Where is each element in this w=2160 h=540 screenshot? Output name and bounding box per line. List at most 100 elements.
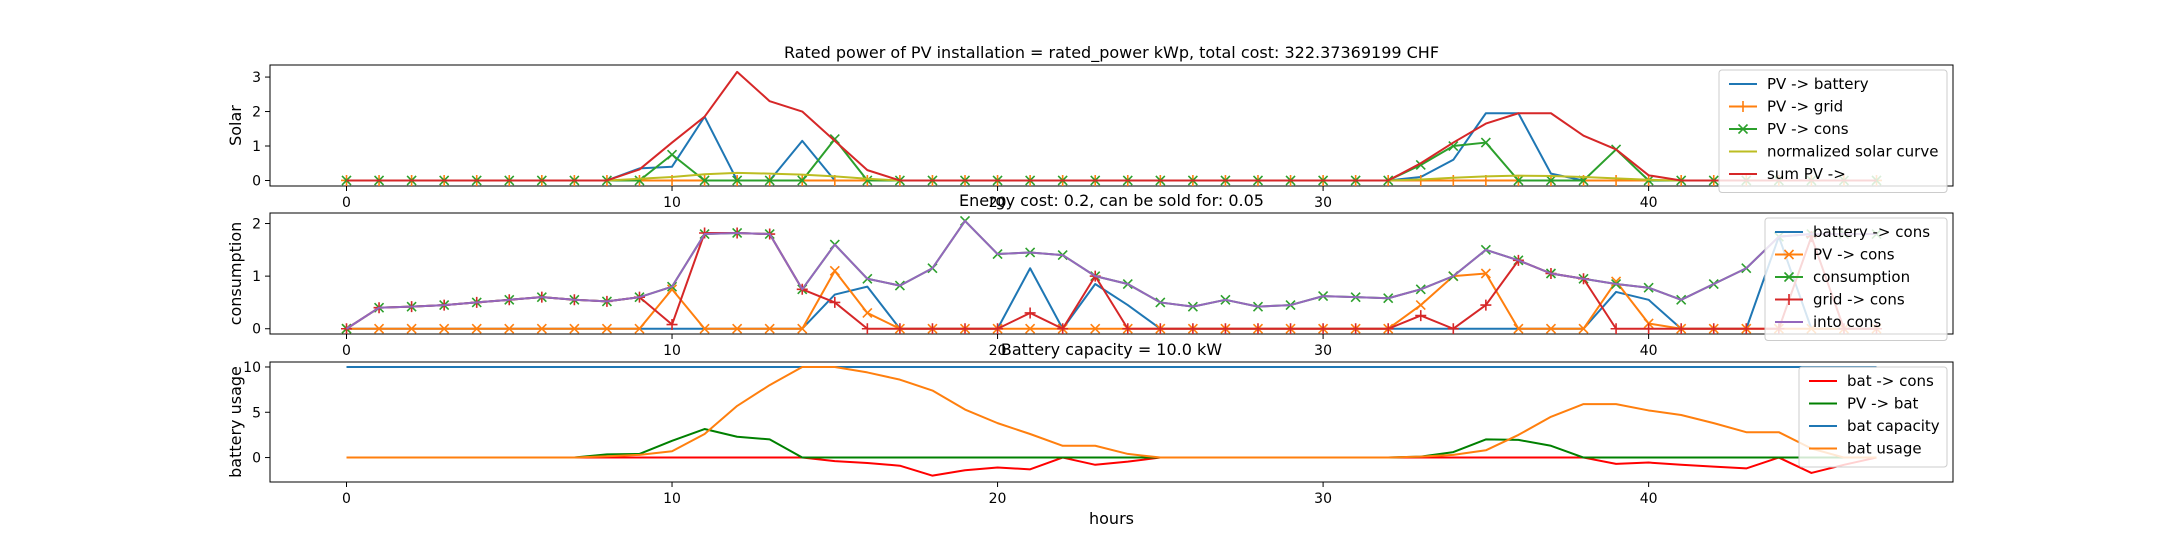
series-line-3	[345, 219, 1877, 330]
data-point-marker	[1675, 323, 1687, 334]
legend-label: grid -> cons	[1813, 291, 1905, 309]
y-tick-label: 2	[252, 105, 261, 121]
data-point-marker	[1545, 175, 1557, 186]
x-tick-label: 0	[342, 343, 351, 359]
data-point-marker	[1415, 299, 1426, 311]
x-tick-label: 20	[989, 343, 1007, 359]
legend: bat -> cons PV -> bat bat capacity bat usag…	[1798, 366, 1948, 468]
legend-label: sum PV ->	[1767, 165, 1846, 183]
data-point-marker	[666, 319, 678, 331]
series-line-1	[346, 112, 1877, 182]
legend-label: bat usage	[1847, 440, 1922, 458]
data-point-marker	[764, 323, 775, 334]
series-line-2	[346, 428, 1877, 459]
y-tick-label: 5	[252, 405, 261, 421]
data-point-marker	[764, 175, 775, 186]
data-point-marker	[504, 323, 515, 334]
data-point-marker	[1447, 323, 1459, 334]
legend-label: normalized solar curve	[1767, 143, 1938, 161]
x-tick-label: 10	[663, 343, 681, 359]
chart-panel-2: Energy cost: 0.2, can be sold for: 0.05 0…	[226, 191, 1954, 359]
data-point-marker	[1252, 323, 1264, 334]
data-point-marker	[1610, 174, 1622, 186]
data-point-marker	[1643, 323, 1655, 334]
chart-title: Battery capacity = 10.0 kW	[1001, 340, 1222, 359]
data-point-marker	[959, 323, 971, 334]
x-tick-label: 0	[342, 491, 351, 507]
plot-area	[346, 365, 1877, 477]
data-point-marker	[569, 323, 580, 334]
data-point-marker	[634, 323, 645, 334]
legend-label: PV -> grid	[1767, 98, 1843, 116]
x-tick-label: 20	[989, 195, 1007, 211]
data-point-marker	[732, 323, 743, 334]
data-point-marker	[1610, 323, 1622, 334]
y-axis-label: consumption	[226, 222, 245, 326]
y-axis-label: Solar	[226, 105, 245, 146]
y-tick-label: 0	[252, 451, 261, 467]
data-point-marker	[1024, 307, 1036, 319]
data-point-marker	[862, 175, 873, 186]
x-tick-label: 20	[989, 491, 1007, 507]
data-point-marker	[699, 175, 710, 186]
data-point-marker	[862, 307, 873, 319]
x-tick-label: 30	[1314, 491, 1332, 507]
legend-marker	[1737, 101, 1749, 112]
data-point-marker	[439, 323, 450, 334]
legend: PV -> battery PV -> grid PV -> cons normali…	[1718, 69, 1948, 193]
chart-title: Energy cost: 0.2, can be sold for: 0.05	[959, 191, 1264, 210]
data-point-marker	[829, 296, 841, 308]
series-line-5	[345, 219, 1877, 330]
data-point-marker	[1448, 140, 1459, 152]
x-tick-label: 10	[663, 195, 681, 211]
x-tick-label: 30	[1314, 343, 1332, 359]
series-line-2	[346, 269, 1877, 330]
legend-label: PV -> battery	[1767, 75, 1869, 93]
data-point-marker	[1350, 323, 1362, 334]
data-point-marker	[829, 265, 840, 276]
legend-label: PV -> cons	[1767, 120, 1849, 138]
y-axis-label: battery usage	[226, 366, 245, 478]
data-point-marker	[666, 149, 678, 160]
series-line-4	[346, 365, 1877, 459]
data-point-marker	[699, 323, 710, 334]
axes-frame	[269, 361, 1954, 483]
data-point-marker	[1415, 310, 1427, 322]
series-line-1	[346, 456, 1877, 477]
legend-box	[1718, 69, 1948, 193]
data-point-marker	[1382, 323, 1394, 334]
chart-panel-1: Rated power of PV installation = rated_p…	[226, 43, 1954, 211]
x-tick-label: 0	[342, 195, 351, 211]
data-point-marker	[1154, 323, 1166, 334]
y-tick-label: 2	[252, 217, 261, 233]
y-tick-label: 0	[252, 322, 261, 338]
data-point-marker	[926, 323, 938, 334]
x-tick-label: 40	[1640, 195, 1658, 211]
data-point-marker	[406, 323, 417, 334]
x-tick-label: 40	[1640, 343, 1658, 359]
data-point-marker	[1480, 137, 1491, 148]
data-point-marker	[861, 323, 873, 334]
data-point-marker	[1122, 323, 1134, 334]
legend-label: into cons	[1813, 313, 1881, 331]
data-point-marker	[992, 323, 1004, 334]
plot-area	[341, 70, 1882, 186]
legend: battery -> cons PV -> cons consumption grid…	[1764, 217, 1948, 341]
data-point-marker	[1708, 323, 1720, 334]
data-point-marker	[1578, 323, 1589, 334]
data-point-marker	[1187, 323, 1199, 334]
legend-label: consumption	[1813, 268, 1910, 286]
x-axis-label: hours	[1089, 509, 1134, 528]
data-point-marker	[894, 323, 906, 334]
data-point-marker	[797, 323, 808, 334]
data-point-marker	[373, 323, 385, 334]
data-point-marker	[732, 175, 743, 186]
data-point-marker	[797, 175, 808, 186]
data-point-marker	[1219, 323, 1231, 334]
y-tick-label: 10	[243, 360, 261, 376]
legend-label: bat capacity	[1847, 417, 1940, 435]
data-point-marker	[536, 323, 547, 334]
data-point-marker	[1057, 323, 1069, 334]
plot-area	[341, 215, 1882, 334]
x-tick-label: 10	[663, 491, 681, 507]
